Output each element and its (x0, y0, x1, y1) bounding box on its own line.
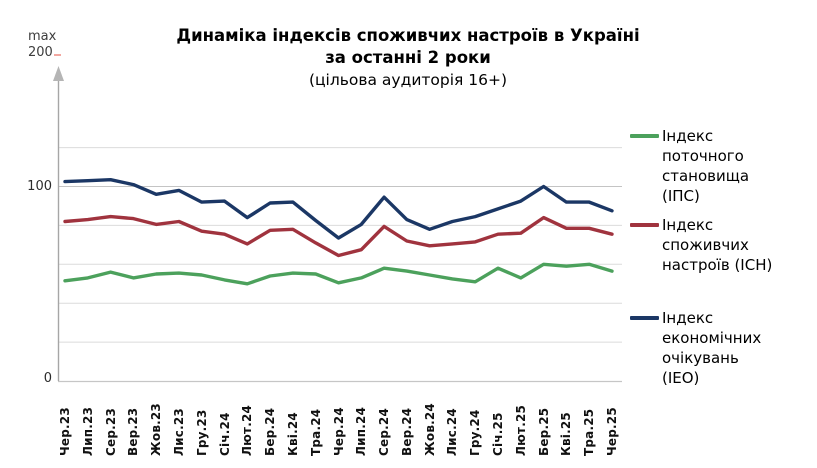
legend-swatch-ips (630, 134, 659, 138)
y-axis-max-value: 200 (28, 45, 53, 60)
x-axis-label: Чер.24 (331, 407, 346, 456)
legend-label-ieo: Індекс економічних очікувань (ІЕО) (662, 309, 762, 387)
legend-swatch-ieo (630, 316, 659, 320)
x-axis-label: Кві.24 (285, 412, 300, 456)
y-axis-max-label: max 200 (28, 29, 61, 61)
y-axis-max-text: max (28, 29, 57, 44)
x-axis-label: Вер.23 (126, 407, 141, 456)
x-axis-label: Сер.24 (377, 408, 392, 456)
legend-label-isn: Індекс споживчих настроїв (ІСН) (662, 216, 773, 274)
x-axis-label: Чер.25 (605, 407, 619, 456)
x-axis-label: Тра.25 (582, 408, 597, 456)
x-axis-label: Тра.24 (308, 408, 323, 456)
chart-title: Динаміка індексів споживчих настроїв в У… (176, 26, 640, 45)
x-axis-label: Чер.23 (58, 407, 72, 456)
x-axis-label: Лют.24 (240, 404, 255, 456)
x-axis-label: Лип.23 (80, 406, 95, 456)
x-axis-label: Січ.24 (217, 412, 232, 456)
x-axis-label: Кві.25 (559, 412, 574, 456)
x-axis-label: Лис.24 (445, 408, 460, 456)
x-axis-label: Січ.25 (491, 412, 505, 456)
grid-layer (58, 147, 622, 343)
legend-item-ips: Індекс поточного становища (ІПС) (630, 126, 774, 206)
x-axis-label: Жов.23 (149, 403, 164, 456)
x-axis-label: Бер.24 (263, 407, 278, 456)
y-axis-max-tick (53, 54, 61, 56)
chart-title-line2: за останні 2 роки (325, 48, 491, 67)
legend-item-ieo: Індекс економічних очікувань (ІЕО) (630, 308, 774, 388)
series-layer (63, 177, 614, 286)
chart-legend: Індекс поточного становища (ІПС) Індекс … (630, 126, 774, 388)
series-line-ips (63, 262, 614, 286)
series-line-isn (63, 214, 614, 258)
x-axis-label: Гру.24 (468, 409, 483, 456)
x-axis-label: Жов.24 (422, 403, 437, 456)
y-tick-100: 100 (27, 179, 52, 194)
title-block: Динаміка індексів споживчих настроїв в У… (90, 25, 726, 91)
x-axis-label: Бер.25 (536, 407, 551, 456)
x-axis-label: Лют.25 (513, 404, 528, 456)
legend-item-isn: Індекс споживчих настроїв (ІСН) (630, 215, 774, 275)
x-axis-label: Гру.23 (194, 409, 209, 456)
x-axis-label: Лис.23 (171, 408, 186, 456)
series-line-ieo (63, 177, 614, 240)
x-axis-label: Лип.24 (354, 406, 369, 456)
x-axis-label: Сер.23 (103, 408, 118, 456)
legend-label-ips: Індекс поточного становища (ІПС) (662, 127, 750, 205)
x-axis-label: Вер.24 (399, 407, 414, 456)
chart-subtitle: (цільова аудиторія 16+) (308, 71, 508, 89)
y-axis-arrow-icon (53, 66, 64, 81)
legend-swatch-isn (630, 223, 659, 227)
y-tick-0: 0 (43, 371, 52, 386)
